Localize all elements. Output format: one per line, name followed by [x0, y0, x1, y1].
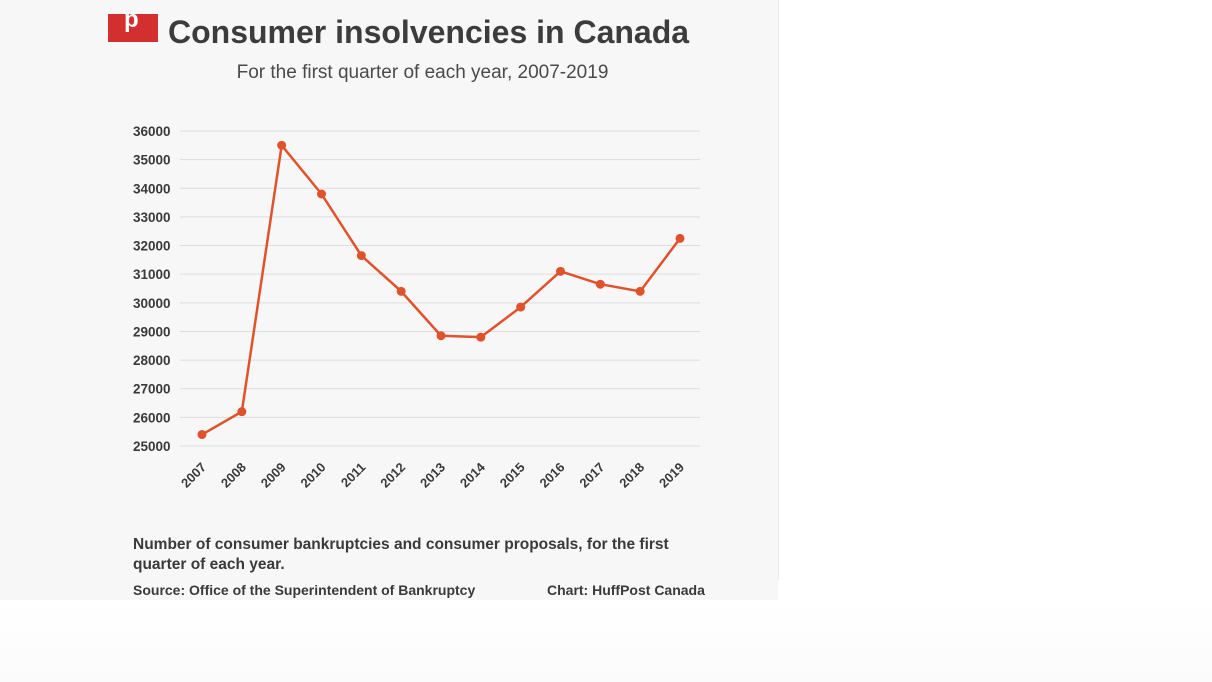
data-point [635, 286, 645, 296]
data-point [356, 251, 366, 261]
chart-card [0, 0, 778, 682]
x-tick-label: 2007 [178, 460, 209, 491]
gridlines [180, 130, 700, 447]
data-point [197, 430, 207, 440]
x-tick-label: 2014 [457, 459, 489, 491]
chart-caption: Number of consumer bankruptcies and cons… [133, 536, 669, 573]
source-note: Source: Office of the Superintendent of … [133, 582, 476, 598]
y-tick-label: 30000 [133, 296, 171, 311]
data-point [396, 286, 406, 296]
y-tick-label: 29000 [133, 324, 171, 339]
divider [778, 0, 779, 580]
y-axis-ticks: 25000 26000 27000 28000 29000 30000 31000 32000… [133, 124, 171, 454]
y-tick-label: 36000 [133, 124, 171, 139]
x-tick-label: 2017 [576, 460, 607, 491]
x-tick-label: 2009 [258, 460, 289, 491]
x-axis-ticks: 2007 2008 2009 2010 2011 2012 2013 2014 2015 2016… [178, 459, 687, 491]
data-point [675, 233, 685, 243]
data-point [436, 331, 446, 341]
bottom-band [0, 600, 1212, 682]
x-tick-label: 2016 [537, 460, 568, 491]
x-tick-label: 2019 [656, 460, 687, 491]
x-tick-label: 2013 [417, 460, 448, 491]
x-tick-label: 2015 [497, 460, 528, 491]
x-tick-label: 2012 [377, 460, 408, 491]
chart-subtitle: For the first quarter of each year, 2007… [236, 62, 609, 83]
data-point [237, 407, 247, 417]
data-point [516, 302, 526, 312]
data-point [476, 332, 486, 342]
y-tick-label: 33000 [133, 210, 171, 225]
y-tick-label: 31000 [133, 267, 171, 282]
data-point [277, 140, 287, 150]
x-tick-label: 2011 [338, 460, 369, 491]
x-tick-label: 2010 [298, 460, 329, 491]
chart-credit: Chart: HuffPost Canada [547, 582, 705, 598]
data-point [556, 266, 565, 276]
chart-title: Consumer insolvencies in Canada [168, 14, 690, 50]
blank-panel [778, 0, 1212, 682]
y-tick-label: 34000 [133, 181, 171, 196]
huffpost-logo: p [108, 14, 158, 42]
x-tick-label: 2008 [218, 460, 249, 491]
y-tick-label: 28000 [133, 353, 171, 368]
y-tick-label: 32000 [133, 239, 171, 254]
y-tick-label: 27000 [133, 382, 171, 397]
series-layer [197, 140, 685, 440]
data-point [317, 189, 326, 199]
x-tick-label: 2018 [616, 460, 647, 491]
y-tick-label: 25000 [133, 439, 171, 454]
y-tick-label: 26000 [133, 410, 171, 425]
y-tick-label: 35000 [133, 153, 171, 168]
data-point [595, 279, 605, 289]
line-chart: 25000 26000 27000 28000 29000 30000 31000 32000… [133, 124, 700, 491]
